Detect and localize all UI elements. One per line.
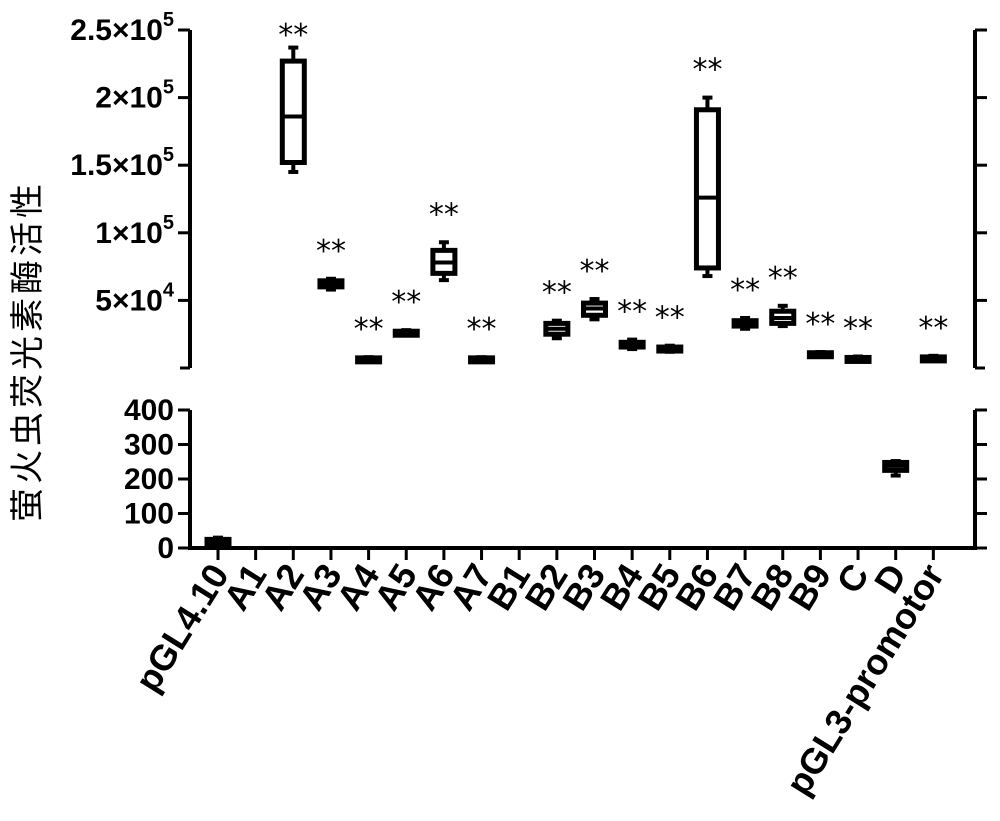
box-body — [279, 58, 307, 165]
tick-exponent: 5 — [163, 144, 174, 166]
lower-tick-label: 200 — [124, 463, 174, 496]
significance-stars: ** — [843, 312, 873, 347]
significance-stars: ** — [730, 273, 760, 308]
category-label: pGL4.10 — [127, 557, 237, 699]
y-axis-label-char: 火 — [8, 450, 48, 484]
significance-stars: ** — [580, 254, 610, 289]
box-body — [693, 107, 721, 271]
significance-stars: ** — [617, 295, 647, 330]
tick-exponent: 5 — [163, 212, 174, 234]
lower-tick-label: 100 — [124, 498, 174, 531]
significance-stars: ** — [467, 312, 497, 347]
significance-stars: ** — [278, 18, 308, 53]
y-axis-label-char: 素 — [8, 298, 48, 332]
category-label: B9 — [780, 557, 839, 618]
y-axis-label-char: 活 — [8, 222, 48, 256]
y-axis-label-char: 荧 — [8, 374, 48, 408]
significance-stars: ** — [316, 234, 346, 269]
significance-stars: ** — [918, 311, 948, 346]
tick-mantissa: 2×10 — [95, 82, 163, 115]
upper-tick-label: 2×105 — [95, 77, 174, 115]
y-axis-label-char: 酶 — [8, 260, 48, 294]
significance-stars: ** — [805, 307, 835, 342]
significance-stars: ** — [655, 301, 685, 336]
tick-exponent: 5 — [163, 77, 174, 99]
tick-mantissa: 1×10 — [95, 217, 163, 250]
significance-stars: ** — [542, 276, 572, 311]
lower-tick-label: 0 — [157, 532, 174, 565]
tick-exponent: 5 — [163, 9, 174, 31]
significance-stars: ** — [768, 261, 798, 296]
y-axis-label-char: 萤 — [8, 488, 48, 522]
y-axis-label-char: 光 — [8, 336, 48, 370]
upper-tick-label: 2.5×105 — [70, 9, 174, 47]
significance-stars: ** — [429, 197, 459, 232]
y-axis-label-char: 性 — [8, 184, 48, 218]
upper-tick-label: 1.5×105 — [70, 144, 174, 182]
upper-tick-label: 1×105 — [95, 212, 174, 250]
tick-mantissa: 1.5×10 — [70, 149, 163, 182]
upper-tick-label: 5×104 — [95, 279, 175, 317]
significance-stars: ** — [391, 285, 421, 320]
tick-mantissa: 2.5×10 — [70, 14, 163, 47]
significance-stars: ** — [354, 312, 384, 347]
tick-mantissa: 5×10 — [95, 284, 163, 317]
lower-tick-label: 300 — [124, 429, 174, 462]
tick-exponent: 4 — [163, 279, 175, 301]
significance-stars: ** — [692, 53, 722, 88]
lower-tick-label: 400 — [124, 394, 174, 427]
y-axis-label-char: 虫 — [8, 412, 48, 446]
